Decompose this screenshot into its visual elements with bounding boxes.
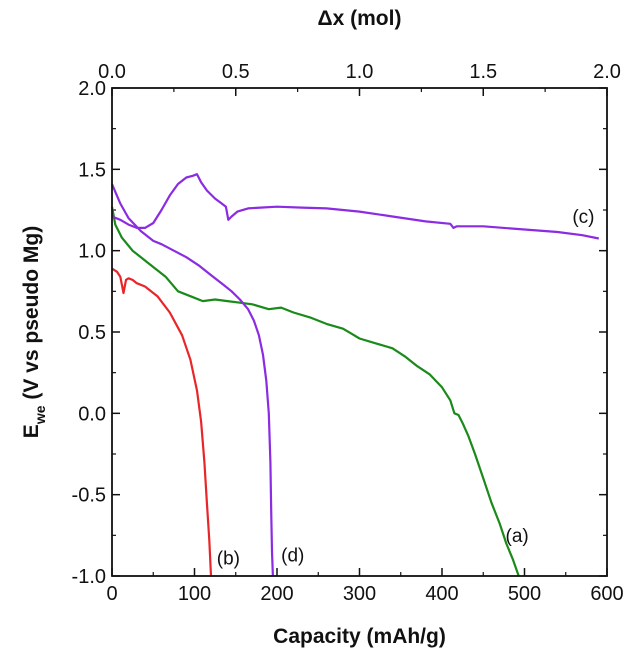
series-label-b: (b) bbox=[217, 549, 240, 570]
y-tick-label: 2.0 bbox=[78, 78, 106, 100]
x2-tick-label: 1.0 bbox=[346, 61, 374, 83]
y-axis-title: Ewe (V vs pseudo Mg) bbox=[20, 226, 48, 438]
x2-tick-label: 0.0 bbox=[98, 61, 126, 83]
y-tick-label: -0.5 bbox=[72, 485, 106, 507]
left-axis: -1.0 -0.5 0.0 0.5 1.0 1.5 2.0 bbox=[72, 78, 120, 588]
x-tick-label: 400 bbox=[425, 583, 458, 605]
y-tick-label: -1.0 bbox=[72, 566, 106, 588]
x-tick-label: 300 bbox=[343, 583, 376, 605]
x2-tick-label: 1.5 bbox=[469, 61, 497, 83]
right-axis bbox=[599, 87, 607, 577]
series-line-d bbox=[110, 183, 274, 577]
x-tick-label: 500 bbox=[508, 583, 541, 605]
series-line-b bbox=[111, 267, 213, 577]
series-label-a: (a) bbox=[506, 526, 529, 547]
x-axis-title: Capacity (mAh/g) bbox=[273, 625, 446, 648]
series-label-c: (c) bbox=[572, 207, 594, 228]
y-axis-title-subscript: we bbox=[32, 405, 48, 425]
x-tick-label: 0 bbox=[106, 583, 117, 605]
x2-axis-title: Δx (mol) bbox=[318, 7, 402, 30]
bottom-axis: 0 100 200 300 400 500 600 bbox=[106, 568, 624, 605]
y-tick-label: 1.0 bbox=[78, 241, 106, 263]
series-layer bbox=[110, 173, 600, 577]
series-label-d: (d) bbox=[281, 545, 304, 566]
plot-frame bbox=[111, 87, 608, 577]
y-axis-title-rest: (V vs pseudo Mg) bbox=[20, 226, 43, 406]
x-tick-label: 100 bbox=[178, 583, 211, 605]
x-tick-label: 200 bbox=[260, 583, 293, 605]
y-axis-title-main: E bbox=[20, 424, 43, 438]
y-tick-label: 0.5 bbox=[78, 322, 106, 344]
top-axis: 0.0 0.5 1.0 1.5 2.0 bbox=[98, 61, 621, 96]
label-layer: (a) (b) (c) (d) bbox=[217, 207, 595, 570]
x2-tick-label: 2.0 bbox=[593, 61, 621, 83]
y-tick-label: 1.5 bbox=[78, 159, 106, 181]
y-tick-label: 0.0 bbox=[78, 403, 106, 425]
series-line-c bbox=[111, 173, 600, 240]
x-tick-label: 600 bbox=[590, 583, 623, 605]
x2-tick-label: 0.5 bbox=[222, 61, 250, 83]
series-line-a bbox=[110, 206, 520, 577]
